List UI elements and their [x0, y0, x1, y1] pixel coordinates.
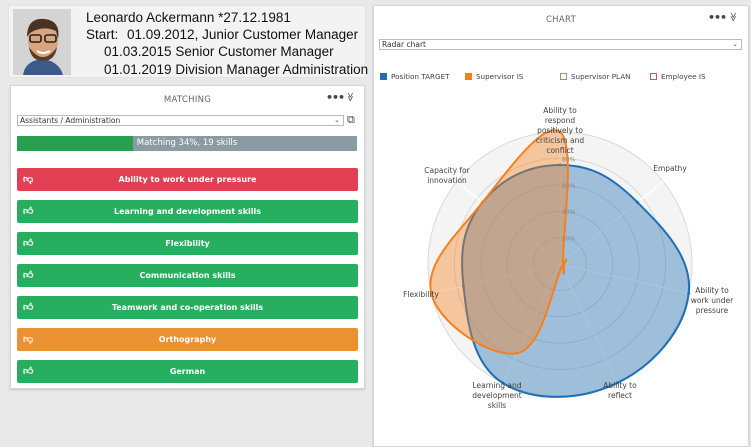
skill-item[interactable]: 👍︎ German	[17, 360, 358, 383]
radar-data-point	[481, 200, 485, 204]
radar-data-point	[687, 291, 691, 295]
matching-progress-bar: Matching 34%, 19 skills	[17, 136, 357, 151]
skill-item[interactable]: 👍︎ Teamwork and co-operation skills	[17, 296, 358, 319]
radar-chart: 20% 40% 60% 80%Ability to respond positively …	[403, 106, 734, 410]
radar-data-point	[558, 130, 562, 134]
collapse-icon[interactable]: ≫	[344, 92, 355, 102]
skill-label: Learning and development skills	[113, 207, 261, 216]
profile-select-value: Assistants / Administration	[20, 116, 121, 125]
legend-swatch	[465, 73, 472, 80]
radar-data-point	[429, 291, 433, 295]
skill-item[interactable]: 👎︎ Ability to work under pressure	[17, 168, 358, 191]
radar-axis-line	[559, 263, 618, 384]
skill-label: Ability to work under pressure	[118, 175, 257, 184]
employee-profile-header: Leonardo Ackermann *27.12.1981 Start: 01…	[8, 5, 369, 78]
thumbs-up-icon: 👍︎	[23, 238, 34, 249]
legend-label: Employee IS	[661, 72, 706, 81]
skill-item[interactable]: 👎︎ Orthography	[17, 328, 358, 351]
skill-item[interactable]: 👍︎ Communication skills	[17, 264, 358, 287]
more-options-icon[interactable]: •••	[708, 11, 727, 24]
legend-item[interactable]: Supervisor PLAN	[560, 72, 631, 81]
skill-item[interactable]: 👍︎ Flexibility	[17, 232, 358, 255]
chevron-down-icon: ⌄	[732, 40, 738, 48]
radar-axis-label: Ability to respond positively to criticism …	[536, 106, 584, 155]
radar-data-point	[561, 260, 565, 264]
thumbs-up-icon: 👍︎	[23, 302, 34, 313]
legend-swatch	[560, 73, 567, 80]
chart-panel: CHART ••• ≫ Radar chart ⌄ Position TARGE…	[373, 5, 749, 447]
legend-swatch	[650, 73, 657, 80]
skill-label: Communication skills	[139, 271, 236, 280]
legend-item[interactable]: Supervisor IS	[465, 72, 523, 81]
radar-axis-label: Capacity for innovation	[424, 166, 470, 185]
radar-tick-label: 80%	[562, 156, 576, 163]
radar-data-point	[615, 381, 619, 385]
avatar	[13, 9, 71, 75]
radar-axis-label: Flexibility	[403, 290, 439, 299]
radar-data-point	[461, 284, 465, 288]
career-entry: 01.09.2012, Junior Customer Manager	[127, 27, 359, 42]
radar-axis-line	[456, 181, 561, 265]
thumbs-down-icon: 👎︎	[23, 334, 34, 345]
legend-label: Supervisor PLAN	[571, 72, 631, 81]
radar-axis-line	[502, 263, 561, 384]
legend-label: Position TARGET	[391, 72, 450, 81]
skill-label: Flexibility	[165, 239, 210, 248]
skill-label: Orthography	[158, 335, 217, 344]
thumbs-up-icon: 👍︎	[23, 206, 34, 217]
radar-axis-line	[559, 263, 689, 294]
radar-axis-label: Ability to reflect	[603, 381, 637, 400]
legend-swatch	[380, 73, 387, 80]
radar-axis-label: Empathy	[653, 164, 687, 173]
thumbs-up-icon: 👍︎	[23, 270, 34, 281]
radar-tick-label: 20%	[562, 236, 576, 243]
skill-label: Teamwork and co-operation skills	[111, 303, 264, 312]
profile-select[interactable]: Assistants / Administration ⌄	[17, 115, 344, 126]
radar-data-point	[635, 200, 639, 204]
matching-panel: MATCHING ••• ≫ Assistants / Administrati…	[10, 85, 365, 389]
radar-axis-line	[431, 263, 561, 294]
career-entry: 01.01.2019 Division Manager Administrati…	[104, 62, 369, 77]
collapse-icon[interactable]: ≫	[727, 12, 738, 22]
radar-data-point	[501, 381, 505, 385]
chart-title: CHART	[545, 15, 577, 25]
radar-series-area	[461, 163, 690, 398]
more-options-icon[interactable]: •••	[326, 91, 345, 104]
radar-axis-line	[559, 181, 664, 265]
progress-label: Matching 34%, 19 skills	[136, 138, 238, 148]
progress-fill	[17, 136, 133, 151]
external-link-icon[interactable]: ⧉	[347, 113, 355, 126]
employee-name: Leonardo Ackermann *27.12.1981	[86, 10, 291, 25]
thumbs-down-icon: 👎︎	[23, 174, 34, 185]
matching-title: MATCHING	[163, 95, 212, 105]
chart-type-select[interactable]: Radar chart ⌄	[379, 39, 742, 50]
legend-item[interactable]: Position TARGET	[380, 72, 450, 81]
skill-label: German	[169, 367, 206, 376]
skill-item[interactable]: 👍︎ Learning and development skills	[17, 200, 358, 223]
radar-axis-label: Ability to work under pressure	[691, 286, 734, 315]
radar-axis-label: Learning and development skills	[472, 381, 522, 410]
start-label: Start:	[86, 27, 119, 42]
radar-data-point	[558, 163, 562, 167]
radar-data-point	[515, 351, 519, 355]
radar-tick-label: 60%	[562, 183, 576, 190]
chart-type-value: Radar chart	[382, 40, 426, 49]
legend-label: Supervisor IS	[476, 72, 524, 81]
legend-item[interactable]: Employee IS	[650, 72, 706, 81]
radar-tick-label: 40%	[562, 209, 576, 216]
thumbs-up-icon: 👍︎	[23, 366, 34, 377]
radar-data-point	[560, 266, 564, 270]
chevron-down-icon: ⌄	[334, 116, 340, 124]
radar-data-point	[562, 263, 566, 267]
career-entry: 01.03.2015 Senior Customer Manager	[104, 44, 334, 59]
